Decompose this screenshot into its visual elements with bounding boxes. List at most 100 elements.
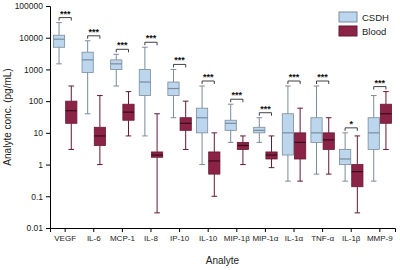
upper-whisker (357, 136, 358, 165)
tick: IL-6 (87, 228, 101, 243)
whisker-cap (142, 47, 148, 48)
lower-whisker (71, 123, 72, 149)
tick-label: MMP-9 (367, 234, 393, 243)
median-line (53, 39, 64, 40)
median-line (66, 110, 77, 111)
whisker-cap (297, 108, 303, 109)
box-plot (111, 54, 122, 86)
median-line (196, 117, 207, 118)
whisker-cap (113, 86, 119, 87)
whisker-cap (97, 95, 103, 96)
median-line (352, 171, 363, 172)
axis-line (51, 229, 396, 233)
median-line (225, 123, 236, 124)
plot: 0.010.1110100100010000100000VEGFIL-6MCP-… (15, 1, 396, 242)
upper-whisker (59, 23, 60, 36)
tick: VEGF (54, 228, 76, 243)
upper-whisker (259, 118, 260, 128)
legend-swatch (339, 12, 357, 22)
legend: CSDHBlood (339, 12, 389, 37)
whisker-cap (171, 117, 177, 118)
box (380, 104, 391, 123)
box-plot (53, 23, 64, 64)
whisker-cap (371, 181, 377, 182)
tick-label: IL-1α (285, 234, 304, 243)
tick-label: MIP-1β (224, 234, 250, 243)
tick-label: IL-1β (342, 234, 361, 243)
whisker-cap (383, 91, 389, 92)
tick-mark (46, 196, 50, 197)
whisker-cap (142, 135, 148, 136)
lower-whisker (259, 133, 260, 143)
lower-whisker (242, 149, 243, 164)
upper-whisker (202, 86, 203, 108)
lower-whisker (385, 123, 386, 149)
box (66, 101, 77, 123)
tick-mark (46, 165, 50, 166)
box (237, 142, 248, 149)
lower-whisker (185, 130, 186, 149)
box-plot (151, 114, 162, 213)
whisker-cap (355, 135, 361, 136)
box-plot (82, 41, 93, 114)
tick-mark (65, 228, 66, 232)
upper-whisker (173, 69, 174, 82)
chart: 0.010.1110100100010000100000VEGFIL-6MCP-… (0, 0, 400, 270)
box (282, 114, 293, 155)
box-plot (323, 118, 334, 174)
box (266, 152, 277, 159)
whisker-cap (297, 181, 303, 182)
box (94, 127, 105, 145)
lower-whisker (173, 96, 174, 118)
whisker-cap (97, 164, 103, 165)
box (139, 69, 150, 95)
median-line (311, 132, 322, 133)
whisker-cap (383, 149, 389, 150)
box-plot (94, 96, 105, 165)
whisker-cap (199, 164, 205, 165)
upper-whisker (328, 118, 329, 133)
upper-whisker (271, 136, 272, 152)
upper-whisker (242, 136, 243, 142)
median-line (237, 145, 248, 146)
tick-mark (179, 228, 180, 232)
box-plot (139, 47, 150, 136)
lower-whisker (59, 47, 60, 64)
tick-mark (351, 228, 352, 232)
significance-label: *** (260, 104, 271, 114)
tick-mark (150, 228, 151, 232)
tick: IL-1β (342, 228, 361, 243)
lower-whisker (99, 145, 100, 164)
whisker-cap (326, 117, 332, 118)
lower-whisker (87, 73, 88, 114)
tick-mark (46, 69, 50, 70)
upper-whisker (116, 54, 117, 60)
box (53, 35, 64, 47)
tick: IP-10 (170, 228, 190, 243)
whisker-cap (199, 86, 205, 87)
box (352, 165, 363, 187)
tick-label: 1000 (24, 65, 43, 75)
box (368, 118, 379, 150)
upper-whisker (157, 114, 158, 152)
box (123, 104, 134, 120)
tick-mark (46, 101, 50, 102)
upper-whisker (185, 101, 186, 118)
whisker-cap (326, 174, 332, 175)
upper-whisker (128, 92, 129, 105)
significance-label: *** (117, 40, 128, 50)
legend-label: Blood (362, 26, 386, 37)
whisker-cap (314, 174, 320, 175)
box-plot (282, 86, 293, 181)
tick-label: 0.1 (31, 192, 43, 202)
tick-mark (265, 228, 266, 232)
lower-whisker (202, 133, 203, 165)
whisker-cap (355, 212, 361, 213)
whisker-cap (228, 104, 234, 105)
tick: TNF-α (311, 228, 334, 243)
lower-whisker (373, 149, 374, 181)
tick-mark (46, 228, 50, 229)
median-line (368, 132, 379, 133)
whisker-cap (126, 91, 132, 92)
lower-whisker (300, 159, 301, 181)
